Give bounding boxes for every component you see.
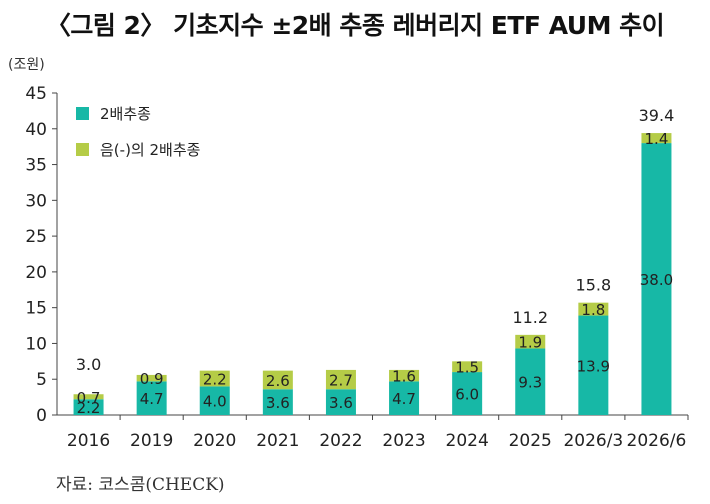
data-label-inverse-2x: 0.9	[140, 370, 164, 388]
data-label-2x: 4.7	[392, 390, 416, 408]
bar-2x	[325, 389, 356, 415]
y-tick-label: 40	[25, 120, 47, 140]
data-label-inverse-2x: 2.6	[266, 372, 290, 390]
y-tick-label: 30	[25, 191, 47, 211]
y-unit-label: (조원)	[8, 57, 45, 73]
data-label-2x: 3.6	[329, 394, 353, 412]
y-tick-label: 5	[36, 370, 47, 390]
x-tick-label: 2020	[193, 431, 236, 451]
bar-inverse-2x	[73, 394, 104, 400]
y-tick-label: 20	[25, 263, 47, 283]
legend-label-inverse-2x: 음(-)의 2배추종	[100, 141, 200, 159]
y-tick-label: 15	[25, 299, 47, 319]
data-label-inverse-2x: 1.5	[455, 359, 479, 377]
bar-inverse-2x	[515, 334, 546, 349]
data-label-inverse-2x: 1.4	[645, 130, 669, 148]
legend-swatch-2x	[76, 107, 89, 120]
source-note: 자료: 코스콤(CHECK)	[56, 475, 225, 495]
data-label-2x: 2.2	[77, 399, 101, 417]
total-label: 15.8	[576, 276, 612, 295]
x-tick-label: 2024	[446, 431, 489, 451]
data-label-2x: 6.0	[455, 386, 479, 404]
bar-inverse-2x	[136, 374, 167, 382]
x-tick-label: 2025	[509, 431, 552, 451]
data-label-inverse-2x: 2.7	[329, 372, 353, 390]
bar-2x	[73, 399, 104, 415]
data-label-2x: 3.6	[266, 394, 290, 412]
data-label-2x: 13.9	[577, 357, 610, 375]
total-label: 11.2	[512, 308, 548, 327]
bar-2x	[641, 143, 672, 416]
legend-label-2x: 2배추종	[100, 105, 151, 123]
x-tick-label: 2026/3	[563, 431, 623, 451]
bar-inverse-2x	[199, 370, 230, 387]
x-tick-label: 2026/6	[627, 431, 687, 451]
total-label: 3.0	[76, 355, 101, 374]
y-tick-label: 35	[25, 156, 47, 176]
bar-2x	[515, 348, 546, 415]
bar-inverse-2x	[389, 369, 420, 382]
bar-2x	[452, 372, 483, 415]
data-label-inverse-2x: 1.9	[518, 334, 542, 352]
bar-inverse-2x	[578, 302, 609, 316]
data-label-inverse-2x: 2.2	[203, 371, 227, 389]
bar-inverse-2x	[262, 370, 293, 390]
chart-title: 〈그림 2〉 기초지수 ±2배 추종 레버리지 ETF AUM 추이	[45, 11, 665, 40]
data-label-2x: 9.3	[518, 374, 542, 392]
y-tick-label: 45	[25, 84, 47, 104]
x-tick-label: 2016	[67, 431, 110, 451]
data-label-inverse-2x: 0.7	[77, 389, 101, 407]
bar-2x	[136, 381, 167, 415]
bar-inverse-2x	[452, 361, 483, 373]
y-tick-label: 25	[25, 227, 47, 247]
bar-inverse-2x	[641, 133, 672, 144]
bar-2x	[389, 381, 420, 415]
x-tick-label: 2022	[319, 431, 362, 451]
bar-2x	[578, 315, 609, 415]
data-label-2x: 38.0	[640, 271, 673, 289]
x-tick-label: 2019	[130, 431, 173, 451]
bar-2x	[262, 389, 293, 415]
legend-swatch-inverse-2x	[76, 143, 89, 156]
data-label-inverse-2x: 1.6	[392, 368, 416, 386]
data-label-2x: 4.7	[140, 390, 164, 408]
total-label: 39.4	[639, 106, 675, 125]
bar-inverse-2x	[325, 369, 356, 390]
bar-2x	[199, 386, 230, 415]
data-label-inverse-2x: 1.8	[581, 301, 605, 319]
y-tick-label: 10	[25, 334, 47, 354]
data-label-2x: 4.0	[203, 393, 227, 411]
x-tick-label: 2023	[382, 431, 425, 451]
y-tick-label: 0	[36, 406, 47, 426]
x-tick-label: 2021	[256, 431, 299, 451]
